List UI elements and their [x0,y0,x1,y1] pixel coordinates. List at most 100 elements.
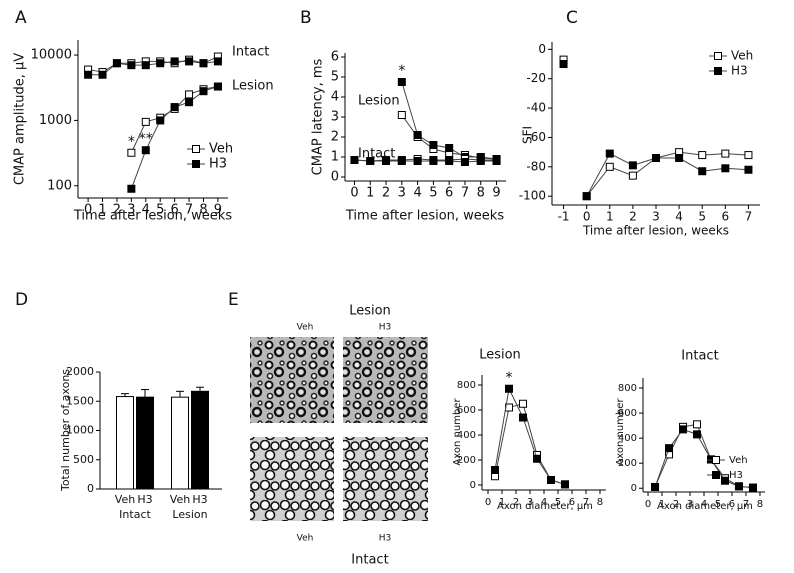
legend-label: H3 [729,470,743,481]
x-tick-label: 4 [142,203,150,218]
group-label: Lesion [358,94,400,109]
x-tick-label: 8 [477,186,485,201]
x-tick-label: 0 [84,203,92,218]
marker [744,165,753,174]
group-label: Lesion [172,508,207,521]
micrograph [343,337,428,423]
series-line [494,403,566,485]
x-tick-label: 8 [199,203,207,218]
marker [693,430,702,439]
x-tick-label: 2 [113,203,121,218]
bar [191,390,209,490]
series-line [88,60,218,76]
x-tick-label: 5 [555,497,561,508]
y-tick-label: 0 [538,42,546,56]
x-tick-label: 1 [659,499,665,510]
x-tick-label: 8 [757,499,763,510]
marker [141,146,150,155]
x-tick-label: 3 [652,210,660,224]
x-tick-label: 6 [569,497,575,508]
x-axis-label: Axon diameter, μm [497,501,593,512]
y-tick-label: 1 [331,150,339,165]
marker [199,87,208,96]
marker [429,157,438,165]
marker [519,399,528,408]
y-tick-label: 2 [331,130,339,145]
marker [651,482,660,491]
y-tick-label: 0 [470,480,476,491]
marker [720,476,729,485]
marker [698,167,707,176]
marker [476,157,485,165]
y-tick-label: 600 [457,405,476,416]
marker [546,476,555,484]
micrograph-title: Lesion [349,304,391,319]
significance-label: * [128,134,135,150]
y-tick-label: 6 [331,50,339,65]
x-tick-label: 5 [698,210,706,224]
marker [84,70,93,79]
marker [665,444,674,453]
series-line [586,152,749,197]
micrograph [250,337,334,423]
x-tick-label: 3 [687,499,693,510]
y-tick-label: 0 [631,483,637,494]
group-label: Lesion [232,79,274,94]
x-tick-label: 0 [485,497,491,508]
x-tick-label: 6 [729,499,735,510]
y-axis-label: Axon number [615,398,626,466]
series-line [88,56,219,73]
marker [185,90,194,99]
x-tick-label: 7 [461,186,469,201]
y-axis-label: CMAP amplitude, μV [13,53,28,185]
y-tick-label: 600 [618,408,637,419]
group-label: Intact [119,508,151,521]
marker [350,156,359,164]
x-tick-label: 4 [675,210,683,224]
marker [679,425,688,434]
marker [127,61,136,70]
marker [127,184,136,193]
x-tick-label: 3 [127,203,135,218]
bar [171,396,189,490]
marker [605,149,614,158]
x-tick-label: 5 [715,499,721,510]
x-tick-label: 4 [541,497,547,508]
marker [156,59,165,68]
series-line [586,151,749,197]
marker [519,413,528,422]
marker [429,141,438,149]
marker [693,420,702,429]
marker [505,384,514,393]
y-tick-label: -40 [526,101,546,115]
chart-title: Intact [681,349,718,364]
marker [185,98,194,107]
marker [744,151,753,160]
marker [560,480,569,489]
legend-label: Veh [729,455,748,466]
marker [185,57,194,66]
y-tick-label: -60 [526,130,546,144]
x-tick-label: 9 [214,203,222,218]
marker [141,61,150,70]
marker [98,70,107,79]
marker [170,103,179,112]
y-tick-label: 4 [331,90,339,105]
y-tick-label: 400 [457,430,476,441]
marker [734,482,743,491]
x-tick-label: 2 [629,210,637,224]
x-tick-label: 7 [185,203,193,218]
x-tick-label: 0 [350,186,358,201]
x-tick-label: -1 [558,210,570,224]
marker [413,157,422,165]
x-tick-label: 7 [743,499,749,510]
marker [628,171,637,180]
y-tick-label: 1500 [66,394,94,407]
y-tick-label: 500 [73,453,94,466]
y-tick-label: 400 [618,433,637,444]
marker [559,60,568,69]
marker [445,157,454,165]
x-tick-label: 1 [499,497,505,508]
panel-letter: B [300,8,312,28]
x-tick-label: H3 [137,493,152,506]
